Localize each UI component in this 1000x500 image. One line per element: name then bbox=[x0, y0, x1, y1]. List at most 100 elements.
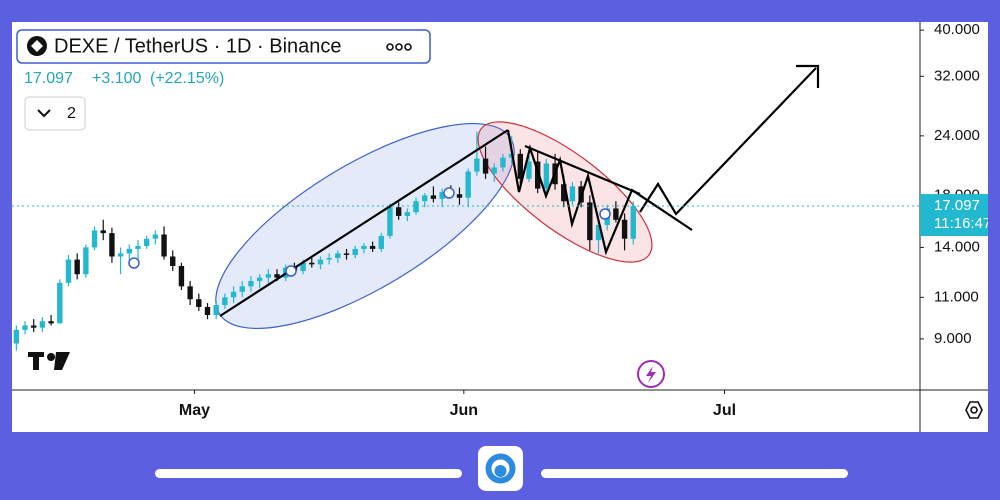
candle-body bbox=[135, 245, 141, 249]
indicator-toggle[interactable] bbox=[24, 96, 86, 131]
y-tick-label: 9.000 bbox=[934, 330, 972, 347]
marker bbox=[599, 208, 611, 220]
candle-body bbox=[569, 186, 576, 202]
candle-body bbox=[317, 259, 324, 265]
candle-body bbox=[187, 286, 193, 300]
price-tag bbox=[920, 194, 1000, 237]
candle-body bbox=[13, 329, 20, 344]
zigzag bbox=[506, 129, 693, 256]
candle-body bbox=[474, 158, 480, 172]
logo-part bbox=[33, 352, 39, 370]
candle-body bbox=[404, 212, 411, 216]
candle-body bbox=[213, 304, 219, 315]
candle-body bbox=[491, 167, 497, 174]
y-tick-label: 11.000 bbox=[934, 288, 979, 305]
candle-body bbox=[621, 219, 628, 239]
candle-body bbox=[170, 256, 176, 266]
logo-part bbox=[54, 352, 70, 370]
candle-body bbox=[422, 195, 428, 202]
candle-body bbox=[152, 234, 159, 239]
candle-body bbox=[239, 286, 245, 292]
candle-body bbox=[482, 158, 489, 174]
x-tick-label: May bbox=[179, 402, 210, 419]
candle-body bbox=[161, 234, 167, 257]
dot bbox=[386, 43, 394, 51]
more-dots[interactable] bbox=[386, 43, 412, 51]
candle-body bbox=[274, 274, 280, 278]
candle-body bbox=[57, 282, 63, 324]
candle-body bbox=[196, 299, 202, 307]
candle-body bbox=[561, 184, 567, 202]
settings-hole bbox=[970, 406, 978, 414]
bolt bbox=[646, 366, 656, 383]
change: +3.100 bbox=[92, 70, 141, 87]
candle-body bbox=[300, 262, 306, 271]
change-pct: (+22.15%) bbox=[150, 70, 224, 87]
candle-body bbox=[39, 321, 46, 328]
candle-body bbox=[100, 230, 106, 234]
candle-body bbox=[465, 171, 471, 198]
candle-body bbox=[117, 253, 124, 257]
tv-logo bbox=[28, 352, 70, 370]
flag-top bbox=[524, 144, 641, 196]
candle-body bbox=[335, 253, 341, 259]
candle-body bbox=[309, 262, 315, 265]
candle-body bbox=[143, 238, 150, 246]
candle-body bbox=[83, 247, 89, 275]
indicator-count: 2 bbox=[67, 105, 76, 122]
candle-body bbox=[178, 265, 185, 287]
candle-body bbox=[369, 245, 376, 249]
settings[interactable] bbox=[965, 401, 983, 419]
arrow-head bbox=[796, 64, 820, 88]
logo-part bbox=[47, 353, 55, 361]
candle-body bbox=[430, 195, 437, 199]
plot bbox=[13, 131, 636, 351]
y-tick-label: 32.000 bbox=[934, 67, 980, 84]
nav-bar bbox=[541, 469, 848, 478]
candle-body bbox=[265, 274, 272, 278]
candle-body bbox=[378, 235, 384, 249]
countdown: 11:16:47 bbox=[934, 215, 991, 232]
chevron bbox=[37, 109, 51, 118]
trend-line bbox=[219, 129, 509, 317]
nav-bar bbox=[155, 469, 462, 478]
chart-panel bbox=[12, 22, 988, 432]
candle-body bbox=[204, 306, 211, 315]
last-price: 17.097 bbox=[24, 70, 73, 87]
symbol-box[interactable] bbox=[16, 29, 431, 64]
x-tick-label: Jul bbox=[713, 402, 736, 419]
x-tick-label: Jun bbox=[450, 402, 478, 419]
marker bbox=[285, 265, 297, 277]
candle-body bbox=[361, 245, 367, 249]
dot bbox=[395, 43, 403, 51]
y-tick-label: 40.000 bbox=[934, 21, 980, 38]
price-tag-label: 17.097 bbox=[934, 197, 980, 214]
candle-body bbox=[91, 230, 98, 248]
dot bbox=[404, 43, 412, 51]
candle-body bbox=[65, 259, 72, 283]
marker bbox=[443, 187, 455, 199]
candle-body bbox=[595, 225, 602, 241]
candle-body bbox=[395, 207, 402, 216]
candle-body bbox=[31, 325, 37, 328]
symbol-icon-glyph bbox=[31, 40, 43, 52]
candle-body bbox=[48, 321, 54, 324]
candle-body bbox=[456, 194, 463, 198]
y-tick-label: 24.000 bbox=[934, 127, 980, 144]
candle-body bbox=[517, 153, 523, 179]
candle-body bbox=[387, 207, 393, 236]
marker bbox=[128, 257, 140, 269]
candle-body bbox=[630, 206, 636, 239]
y-tick-label: 14.000 bbox=[934, 238, 980, 255]
app-icon-dot bbox=[494, 465, 507, 477]
markers bbox=[128, 187, 611, 277]
candle-body bbox=[413, 201, 419, 213]
candle-body bbox=[22, 325, 28, 330]
candle-body bbox=[230, 291, 237, 298]
candle-body bbox=[500, 157, 506, 168]
projection bbox=[639, 67, 817, 216]
candle-body bbox=[109, 233, 115, 257]
candle-body bbox=[256, 277, 263, 282]
candle-body bbox=[248, 281, 254, 287]
